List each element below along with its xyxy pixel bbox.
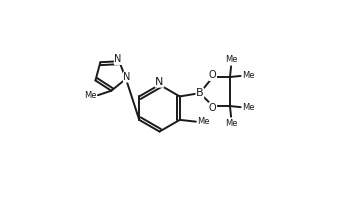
Text: N: N xyxy=(114,54,122,64)
Text: Me: Me xyxy=(242,71,254,81)
Text: Me: Me xyxy=(84,91,97,100)
Text: Me: Me xyxy=(225,55,237,64)
Text: N: N xyxy=(155,77,164,87)
Text: Me: Me xyxy=(197,117,209,126)
Text: N: N xyxy=(124,72,131,82)
Text: O: O xyxy=(209,70,216,81)
Text: Me: Me xyxy=(242,103,254,112)
Text: Me: Me xyxy=(225,120,237,128)
Text: O: O xyxy=(209,103,216,113)
Text: B: B xyxy=(196,88,204,98)
